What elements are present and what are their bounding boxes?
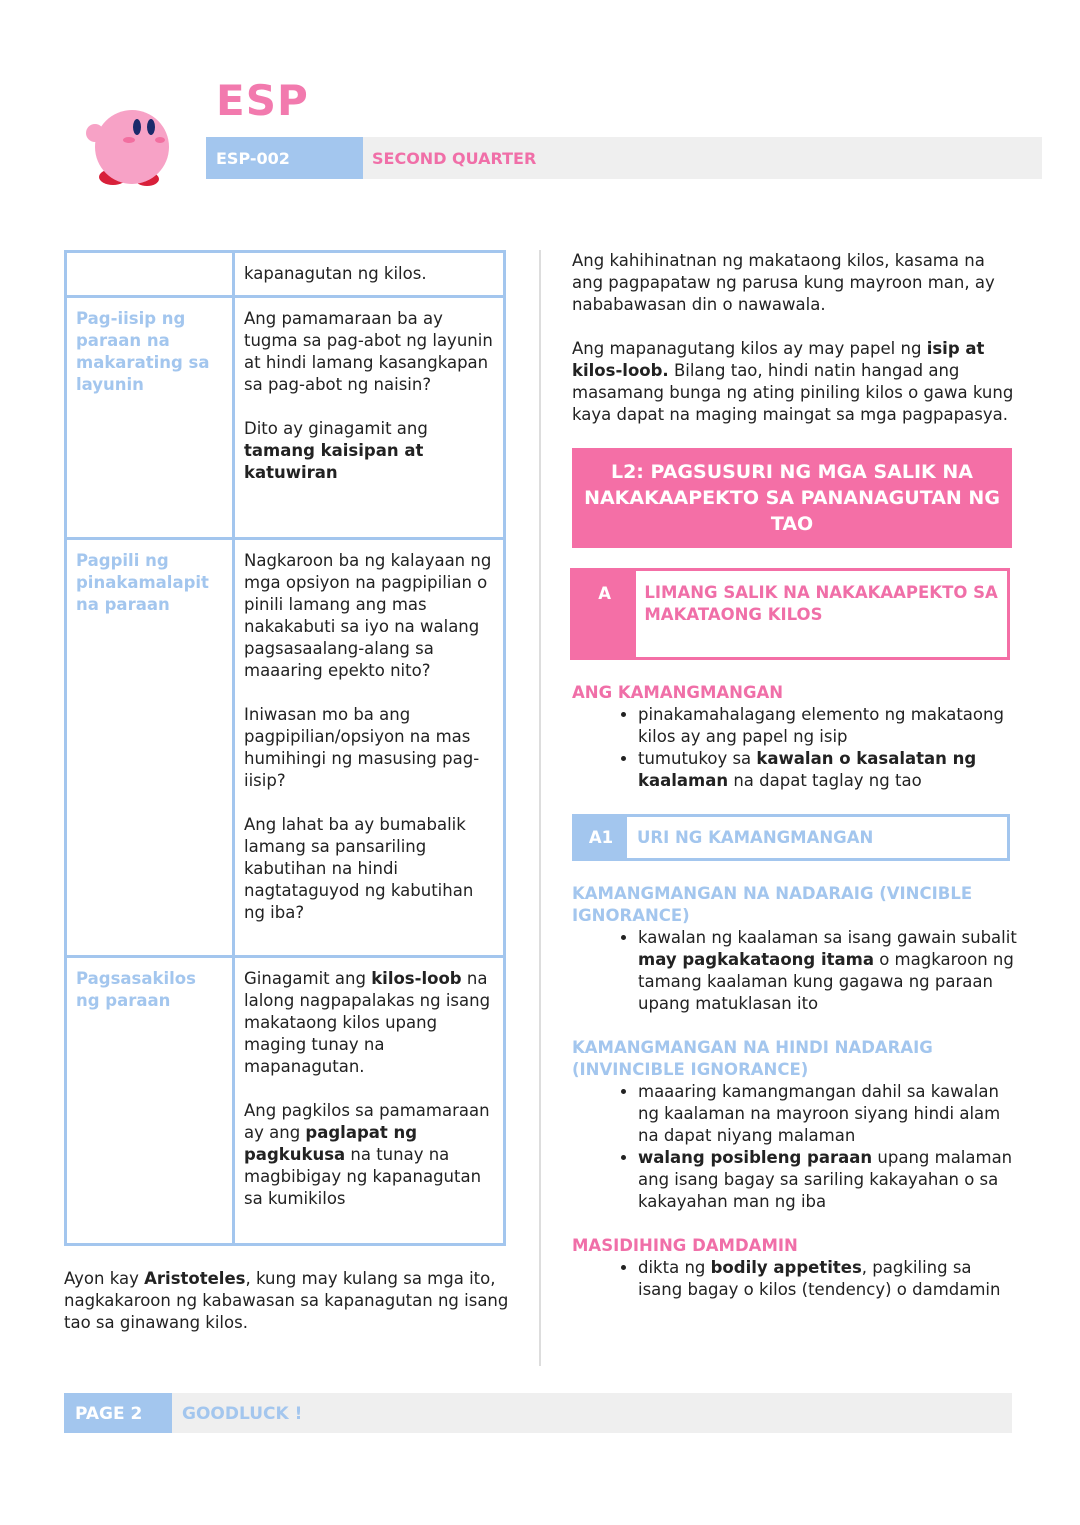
section-box: A LIMANG SALIK NA NAKAKAAPEKTO SA MAKATA… xyxy=(570,568,1010,660)
bold-run: isip at kilos-loob. xyxy=(572,339,985,380)
section-title: LIMANG SALIK NA NAKAKAAPEKTO SA MAKATAON… xyxy=(644,583,998,624)
text-run: Ang pamamaraan ba ay tugma sa pag-abot n… xyxy=(244,309,493,394)
bold-run: tamang kaisipan at katuwiran xyxy=(244,441,424,482)
subsection-box: A1 URI NG KAMANGMANGAN xyxy=(572,814,1010,861)
text-run: Ginagamit ang xyxy=(244,969,372,988)
bold-run: Aristoteles xyxy=(144,1269,246,1288)
table-row: Pagpili ng pinakamalapit na paraan Nagkar… xyxy=(64,537,506,958)
title: ESP xyxy=(216,76,309,125)
steps-table: kapanagutan ng kilos. Pag-iisip ng paraan… xyxy=(64,250,506,1246)
text-run: Dito ay ginagamit ang xyxy=(244,419,428,438)
bold-run: paglapat ng pagkukusa xyxy=(244,1123,418,1164)
topic-heading: KAMANGMANGAN NA NADARAIG (VINCIBLE IGNOR… xyxy=(572,884,973,925)
text-run: pinakamahalagang elemento ng makataong k… xyxy=(638,705,1004,746)
bullet-item: maaaring kamangmangan dahil sa kawalan n… xyxy=(638,1081,1017,1147)
topic-heading: ANG KAMANGMANGAN xyxy=(572,683,784,702)
text-run: kapanagutan ng kilos. xyxy=(244,264,427,283)
subsection-title: URI NG KAMANGMANGAN xyxy=(637,828,874,847)
text-run: maaaring kamangmangan dahil sa kawalan n… xyxy=(638,1082,1001,1145)
intro: Ang kahihinatnan ng makataong kilos, kas… xyxy=(572,250,1017,426)
step-content: Nagkaroon ba ng kalayaan ng mga opsiyon … xyxy=(232,537,506,958)
bullet-list: maaaring kamangmangan dahil sa kawalan n… xyxy=(572,1081,1017,1213)
text-run: o magkaroon ng tamang kaalaman kung gaga… xyxy=(638,950,1014,1013)
right-column: Ang kahihinatnan ng makataong kilos, kas… xyxy=(570,250,1017,1323)
bullet-item: kawalan ng kaalaman sa isang gawain suba… xyxy=(638,927,1017,1015)
step-label: Pag-iisip ng paraan na makarating sa lay… xyxy=(64,295,235,540)
page-number: PAGE 2 xyxy=(64,1393,172,1433)
text-run: tumutukoy sa xyxy=(638,749,757,768)
text-run: Ang kahihinatnan ng makataong kilos, kas… xyxy=(572,251,995,314)
table-row: kapanagutan ng kilos. xyxy=(64,250,506,298)
column-divider xyxy=(539,250,541,1366)
text-run: Nagkaroon ba ng kalayaan ng mga opsiyon … xyxy=(244,551,492,680)
course-code: ESP-002 xyxy=(206,137,363,179)
bullet-item: pinakamahalagang elemento ng makataong k… xyxy=(638,704,1017,748)
section-letter: A xyxy=(573,571,637,657)
paragraph: Ginagamit ang kilos-loob na lalong nagpa… xyxy=(244,968,495,1078)
text-run: , kung may kulang sa mga ito, nagkakaroo… xyxy=(64,1269,509,1332)
text-run: na lalong nagpapalakas ng isang makataon… xyxy=(244,969,491,1076)
bold-run: walang posibleng paraan xyxy=(638,1148,873,1167)
text-run: na dapat taglay ng tao xyxy=(728,771,922,790)
text-run: Ang lahat ba ay bumabalik lamang sa pans… xyxy=(244,815,474,922)
table-body: kapanagutan ng kilos. Pag-iisip ng paraan… xyxy=(64,250,506,1246)
lesson-title: L2: PAGSUSURI NG MGA SALIK NA NAKAKAAPEK… xyxy=(572,448,1012,548)
footer-note: GOODLUCK ! xyxy=(182,1404,303,1424)
text-run: kawalan ng kaalaman sa isang gawain suba… xyxy=(638,928,1017,947)
bullet-list: pinakamahalagang elemento ng makataong k… xyxy=(572,704,1017,792)
text-run: , pagkiling sa isang bagay o kilos (tend… xyxy=(638,1258,1001,1299)
paragraph: Ang pamamaraan ba ay tugma sa pag-abot n… xyxy=(244,308,495,396)
paragraph: Ang kahihinatnan ng makataong kilos, kas… xyxy=(572,250,1017,316)
paragraph: Ang pagkilos sa pamamaraan ay ang paglap… xyxy=(244,1100,495,1210)
footer-bar: PAGE 2 GOODLUCK ! xyxy=(64,1393,1012,1433)
note: Ayon kay Aristoteles, kung may kulang sa… xyxy=(64,1268,514,1334)
step-content: Ginagamit ang kilos-loob na lalong nagpa… xyxy=(232,955,506,1246)
paragraph: Ang lahat ba ay bumabalik lamang sa pans… xyxy=(244,814,495,924)
bold-run: may pagkakataong itama xyxy=(638,950,874,969)
bold-run: kawalan o kasalatan ng kaalaman xyxy=(638,749,977,790)
step-content: kapanagutan ng kilos. xyxy=(232,250,506,298)
bullet-item: walang posibleng paraan upang malaman an… xyxy=(638,1147,1017,1213)
bullet-item: dikta ng bodily appetites, pagkiling sa … xyxy=(638,1257,1017,1301)
text-run: Ang pagkilos sa pamamaraan ay ang xyxy=(244,1101,490,1142)
step-label: Pagsasakilos ng paraan xyxy=(64,955,235,1246)
bold-run: bodily appetites xyxy=(710,1258,862,1277)
paragraph: Iniwasan mo ba ang pagpipilian/opsiyon n… xyxy=(244,704,495,792)
topic-heading: MASIDIHING DAMDAMIN xyxy=(572,1236,798,1255)
text-run: na tunay na magbibigay ng kapanagutan sa… xyxy=(244,1145,482,1208)
bullet-item: tumutukoy sa kawalan o kasalatan ng kaal… xyxy=(638,748,1017,792)
text-run: Bilang tao, hindi natin hangad ang masam… xyxy=(572,361,1014,424)
step-label xyxy=(64,250,235,298)
header-bar: ESP-002 SECOND QUARTER xyxy=(206,137,1042,179)
table-row: Pagsasakilos ng paraan Ginagamit ang kilo… xyxy=(64,955,506,1246)
text-run: dikta ng xyxy=(638,1258,711,1277)
kirby-icon xyxy=(86,110,169,186)
table-row: Pag-iisip ng paraan na makarating sa lay… xyxy=(64,295,506,540)
text-run: Ayon kay xyxy=(64,1269,145,1288)
quarter: SECOND QUARTER xyxy=(372,149,537,168)
text-run: Iniwasan mo ba ang pagpipilian/opsiyon n… xyxy=(244,705,480,790)
paragraph: Nagkaroon ba ng kalayaan ng mga opsiyon … xyxy=(244,550,495,682)
step-content: Ang pamamaraan ba ay tugma sa pag-abot n… xyxy=(232,295,506,540)
text-run: Ang mapanagutang kilos ay may papel ng xyxy=(572,339,927,358)
paragraph: Dito ay ginagamit ang tamang kaisipan at… xyxy=(244,418,495,484)
text-run: upang malaman ang isang bagay sa sarilin… xyxy=(638,1148,1013,1211)
bullet-list: kawalan ng kaalaman sa isang gawain suba… xyxy=(572,927,1017,1015)
bold-run: kilos-loob xyxy=(371,969,462,988)
paragraph: Ang mapanagutang kilos ay may papel ng i… xyxy=(572,338,1017,426)
step-label: Pagpili ng pinakamalapit na paraan xyxy=(64,537,235,958)
paragraph: kapanagutan ng kilos. xyxy=(244,263,495,285)
bullet-list: dikta ng bodily appetites, pagkiling sa … xyxy=(572,1257,1017,1301)
topic-heading: KAMANGMANGAN NA HINDI NADARAIG (INVINCIB… xyxy=(572,1038,933,1079)
subsection-code: A1 xyxy=(575,817,627,858)
